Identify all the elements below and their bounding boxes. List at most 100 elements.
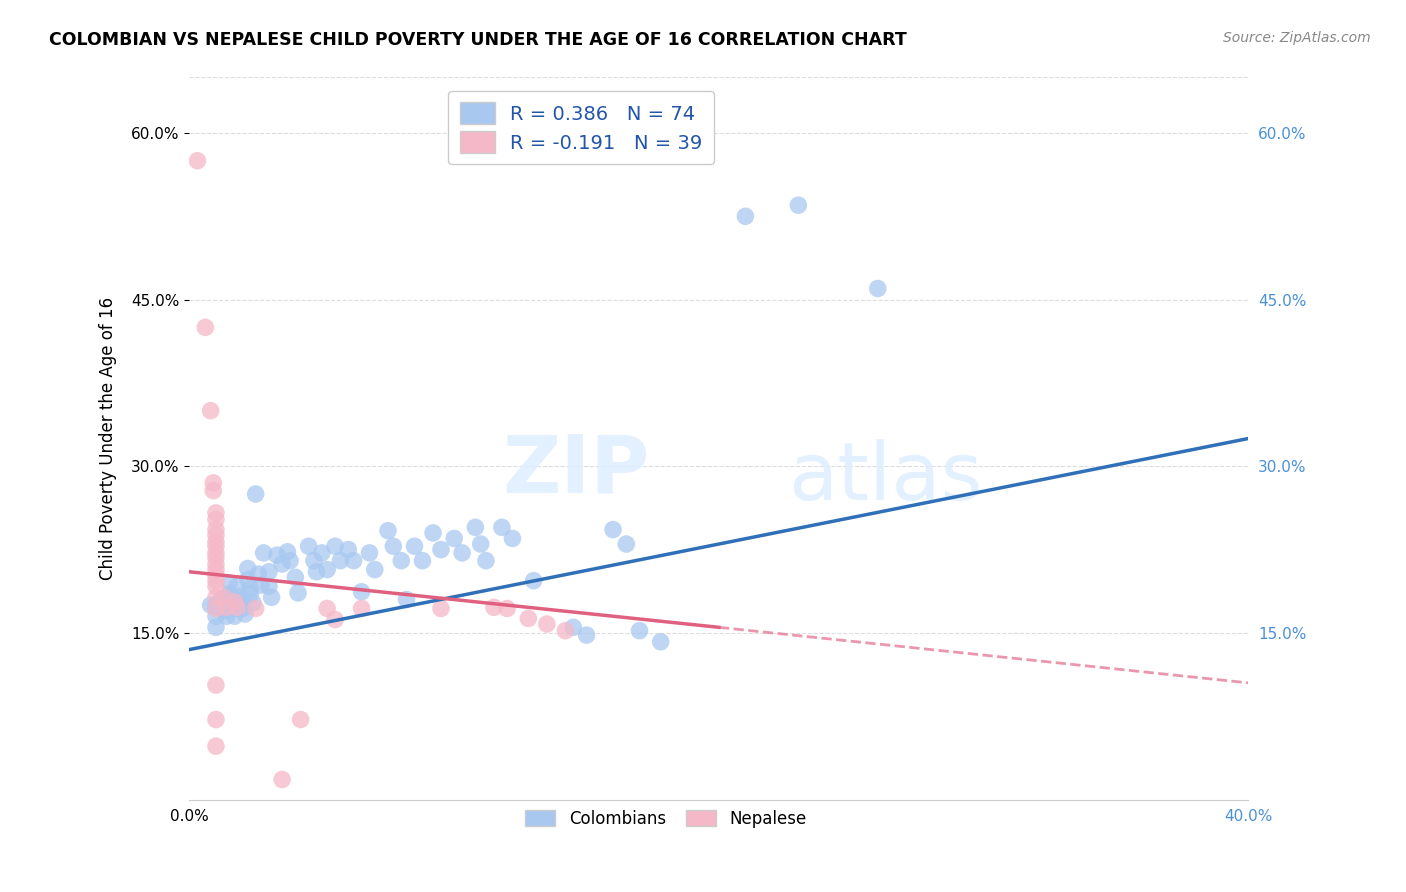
Point bbox=[517, 611, 540, 625]
Point bbox=[475, 554, 498, 568]
Point bbox=[226, 579, 249, 593]
Text: Source: ZipAtlas.com: Source: ZipAtlas.com bbox=[1223, 31, 1371, 45]
Point bbox=[202, 475, 225, 490]
Point bbox=[242, 596, 264, 610]
Point bbox=[205, 550, 228, 565]
Point bbox=[245, 601, 267, 615]
Point bbox=[451, 546, 474, 560]
Point bbox=[496, 601, 519, 615]
Point bbox=[205, 739, 228, 754]
Point bbox=[205, 563, 228, 577]
Point bbox=[305, 565, 328, 579]
Point bbox=[205, 579, 228, 593]
Point bbox=[215, 600, 238, 615]
Point bbox=[329, 554, 352, 568]
Point bbox=[323, 539, 346, 553]
Point bbox=[482, 600, 505, 615]
Point bbox=[236, 573, 259, 587]
Point bbox=[787, 198, 810, 212]
Point bbox=[523, 574, 546, 588]
Point bbox=[221, 591, 243, 605]
Point bbox=[287, 586, 309, 600]
Text: atlas: atlas bbox=[787, 439, 983, 517]
Point bbox=[231, 601, 253, 615]
Point bbox=[575, 628, 598, 642]
Point bbox=[245, 487, 267, 501]
Point bbox=[311, 546, 333, 560]
Text: ZIP: ZIP bbox=[503, 432, 650, 510]
Point bbox=[470, 537, 492, 551]
Point bbox=[200, 598, 222, 612]
Point bbox=[205, 534, 228, 549]
Point bbox=[536, 617, 558, 632]
Text: COLOMBIAN VS NEPALESE CHILD POVERTY UNDER THE AGE OF 16 CORRELATION CHART: COLOMBIAN VS NEPALESE CHILD POVERTY UNDE… bbox=[49, 31, 907, 49]
Point bbox=[212, 591, 235, 605]
Point bbox=[260, 591, 283, 605]
Point bbox=[231, 595, 253, 609]
Point bbox=[218, 587, 240, 601]
Point bbox=[411, 554, 433, 568]
Point bbox=[404, 539, 426, 553]
Point bbox=[205, 713, 228, 727]
Point bbox=[382, 539, 405, 553]
Point bbox=[205, 557, 228, 571]
Point bbox=[297, 539, 319, 553]
Point bbox=[290, 713, 312, 727]
Point bbox=[866, 281, 889, 295]
Point bbox=[224, 609, 246, 624]
Point bbox=[205, 591, 228, 605]
Point bbox=[224, 601, 246, 615]
Point bbox=[323, 613, 346, 627]
Point bbox=[205, 598, 228, 612]
Point bbox=[271, 557, 294, 571]
Point bbox=[464, 520, 486, 534]
Point bbox=[226, 600, 249, 615]
Point bbox=[271, 772, 294, 787]
Point bbox=[205, 539, 228, 553]
Point bbox=[236, 561, 259, 575]
Point bbox=[501, 532, 523, 546]
Point bbox=[430, 601, 453, 615]
Point bbox=[205, 512, 228, 526]
Point bbox=[359, 546, 381, 560]
Point bbox=[205, 601, 228, 615]
Point bbox=[562, 620, 585, 634]
Point bbox=[266, 548, 288, 562]
Point bbox=[205, 620, 228, 634]
Point bbox=[302, 554, 325, 568]
Point bbox=[224, 595, 246, 609]
Point bbox=[221, 598, 243, 612]
Point bbox=[443, 532, 465, 546]
Point bbox=[202, 483, 225, 498]
Point bbox=[650, 634, 672, 648]
Point bbox=[337, 542, 360, 557]
Point bbox=[364, 563, 387, 577]
Y-axis label: Child Poverty Under the Age of 16: Child Poverty Under the Age of 16 bbox=[100, 297, 117, 580]
Point bbox=[212, 604, 235, 618]
Point bbox=[215, 609, 238, 624]
Point bbox=[247, 567, 270, 582]
Point bbox=[257, 565, 280, 579]
Point bbox=[734, 209, 756, 223]
Point bbox=[218, 595, 240, 609]
Point bbox=[229, 589, 252, 603]
Point bbox=[205, 574, 228, 588]
Point bbox=[614, 537, 637, 551]
Point bbox=[205, 523, 228, 537]
Point bbox=[233, 607, 256, 621]
Point bbox=[342, 554, 364, 568]
Point bbox=[276, 545, 298, 559]
Point bbox=[554, 624, 576, 638]
Point bbox=[250, 578, 273, 592]
Point bbox=[218, 575, 240, 590]
Point bbox=[284, 570, 307, 584]
Point bbox=[628, 624, 651, 638]
Point bbox=[257, 579, 280, 593]
Point bbox=[205, 546, 228, 560]
Point bbox=[350, 601, 373, 615]
Point bbox=[252, 546, 274, 560]
Point bbox=[389, 554, 412, 568]
Point bbox=[602, 523, 624, 537]
Point bbox=[194, 320, 217, 334]
Point bbox=[205, 568, 228, 582]
